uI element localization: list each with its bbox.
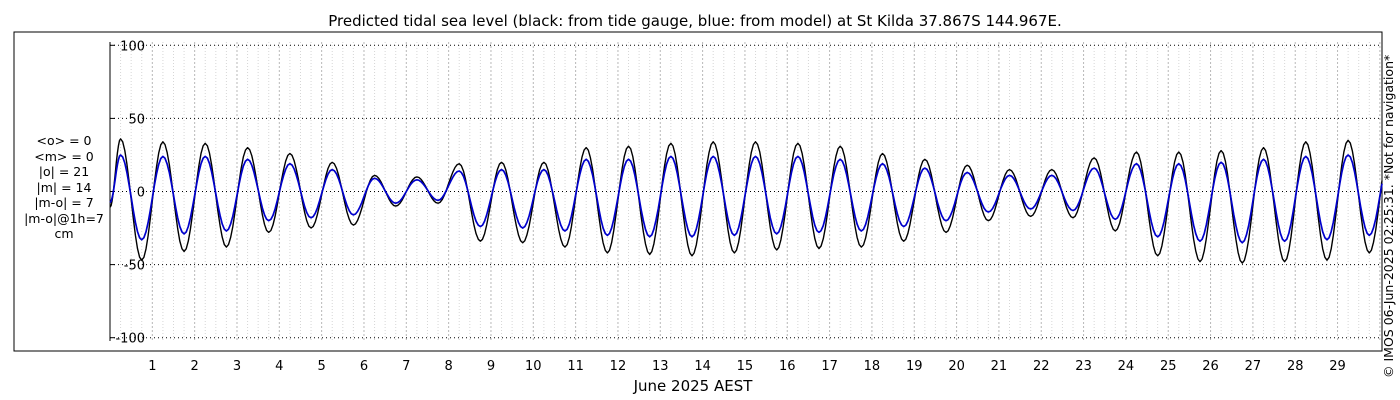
y-tick-label: 100 <box>120 39 145 54</box>
x-tick-label: 24 <box>1118 359 1135 374</box>
outer-frame <box>13 31 1383 352</box>
stat-mean-obs: <o> = 0 <box>36 133 92 148</box>
series-group <box>109 138 1383 264</box>
y-tick-label: -100 <box>115 332 145 347</box>
stats-panel: <o> = 0 <m> = 0 |o| = 21 |m| = 14 |m-o| … <box>22 133 106 242</box>
x-tick-label: 16 <box>779 359 796 374</box>
x-tick-label: 5 <box>318 359 326 374</box>
x-tick-label: 11 <box>567 359 584 374</box>
x-tick-label: 28 <box>1287 359 1304 374</box>
x-tick-label: 10 <box>525 359 542 374</box>
copyright-note: © IMOS 06-Jun-2025 02:25:31. *Not for na… <box>1381 55 1396 378</box>
stat-abs-obs: |o| = 21 <box>38 164 90 179</box>
stat-abs-diff: |m-o| = 7 <box>34 195 94 210</box>
y-tick-label: 50 <box>128 112 145 127</box>
stat-mean-model: <m> = 0 <box>34 148 94 164</box>
x-tick-label: 21 <box>991 359 1008 374</box>
x-axis-label: June 2025 AEST <box>633 377 754 395</box>
x-tick-label: 8 <box>444 359 452 374</box>
x-tick-label: 3 <box>233 359 241 374</box>
x-tick-label: 18 <box>864 359 881 374</box>
x-tick-label: 15 <box>737 359 754 374</box>
x-tick-label: 17 <box>821 359 838 374</box>
x-tick-label: 1 <box>148 359 156 374</box>
x-tick-label: 6 <box>360 359 368 374</box>
x-tick-label: 26 <box>1202 359 1219 374</box>
chart-title: Predicted tidal sea level (black: from t… <box>328 12 1062 30</box>
y-tick-label: -50 <box>124 259 145 274</box>
x-tick-label: 13 <box>652 359 669 374</box>
x-tick-label: 22 <box>1033 359 1050 374</box>
x-tick-label: 29 <box>1329 359 1346 374</box>
y-tick-label: 0 <box>137 186 145 201</box>
x-tick-label: 4 <box>275 359 283 374</box>
x-tick-label: 27 <box>1245 359 1262 374</box>
axes <box>109 42 115 341</box>
stat-abs-diff-1h: |m-o|@1h=7 <box>24 210 104 226</box>
x-tick-label: 19 <box>906 359 923 374</box>
x-tick-label: 23 <box>1075 359 1092 374</box>
x-tick-label: 25 <box>1160 359 1177 374</box>
stat-abs-model: |m| = 14 <box>36 179 92 195</box>
x-tick-label: 7 <box>402 359 410 374</box>
x-tick-label: 9 <box>487 359 495 374</box>
stat-unit: cm <box>54 226 74 241</box>
x-tick-label: 2 <box>191 359 199 374</box>
series-line-model <box>109 154 1383 244</box>
x-tick-label: 12 <box>610 359 627 374</box>
x-tick-label: 20 <box>948 359 965 374</box>
x-tick-label: 14 <box>694 359 711 374</box>
